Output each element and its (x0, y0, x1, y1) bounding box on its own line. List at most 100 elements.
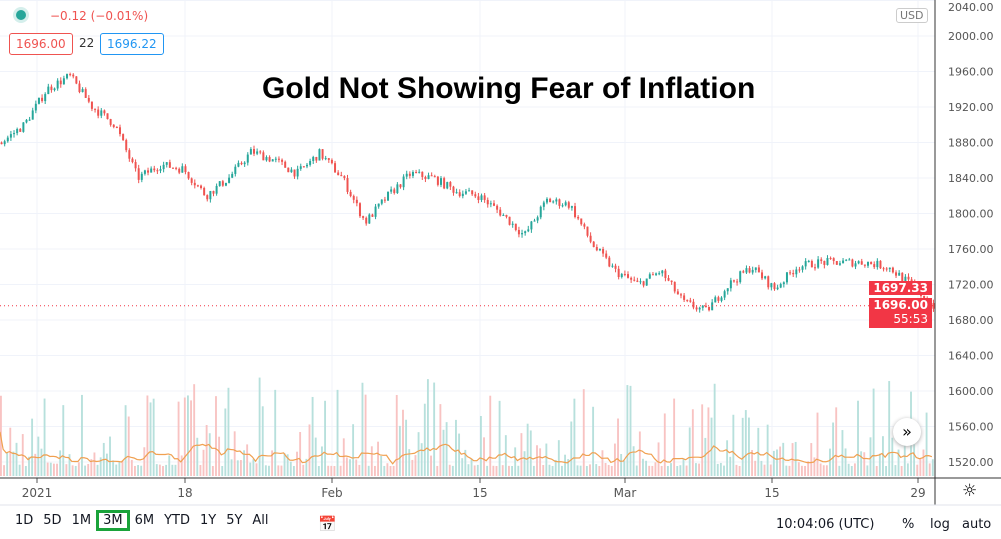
candle-body (277, 158, 280, 160)
volume-bar (813, 457, 816, 476)
candle-body (820, 259, 823, 261)
volume-bar (62, 405, 65, 476)
volume-bar (763, 464, 766, 476)
volume-bar (364, 394, 367, 476)
settings-gear-icon[interactable]: ☼ (962, 481, 978, 501)
volume-bar (227, 387, 230, 476)
candle-body (499, 209, 502, 216)
candle-body (299, 166, 302, 169)
candle-body (221, 181, 224, 186)
volume-bar (810, 443, 813, 476)
volume-bar (928, 463, 931, 476)
volume-bar (339, 465, 342, 476)
volume-bar (467, 464, 470, 476)
volume-bar (501, 465, 504, 476)
ask-button[interactable]: 1696.22 (100, 33, 164, 55)
candle-body (723, 291, 726, 298)
percent-toggle[interactable]: % (902, 517, 915, 532)
volume-bar (601, 450, 604, 476)
volume-bar (847, 463, 850, 476)
range-button-3m[interactable]: 3M (96, 510, 130, 531)
currency-label[interactable]: USD (896, 8, 928, 23)
volume-bar (567, 459, 570, 476)
range-button-6m[interactable]: 6M (134, 513, 155, 528)
candle-body (305, 164, 308, 167)
candle-body (115, 126, 118, 128)
candle-body (59, 80, 62, 85)
candle-body (873, 264, 876, 268)
y-tick-label: 2000.00 (948, 30, 994, 43)
candle-body (474, 194, 477, 197)
bid-button[interactable]: 1696.00 (9, 33, 73, 55)
candle-body (605, 253, 608, 258)
volume-bar (819, 463, 822, 476)
candle-body (792, 273, 795, 275)
candle-body (374, 206, 377, 217)
x-tick-label: 2021 (22, 486, 53, 500)
volume-bar (115, 464, 118, 476)
log-toggle[interactable]: log (930, 517, 950, 532)
candle-body (240, 162, 243, 165)
date-range-calendar-icon[interactable]: 📅 (318, 515, 337, 533)
range-button-1m[interactable]: 1M (71, 513, 92, 528)
volume-bar (392, 465, 395, 476)
candle-body (193, 182, 196, 186)
x-tick-label: Mar (614, 486, 637, 500)
candle-body (496, 205, 499, 210)
volume-bar (919, 458, 922, 476)
candle-body (393, 189, 396, 194)
candle-body (736, 281, 739, 283)
y-tick-label: 1800.00 (948, 208, 994, 221)
volume-bar (523, 451, 526, 476)
candle-body (69, 74, 72, 76)
candle-body (324, 158, 327, 160)
range-button-1y[interactable]: 1Y (199, 513, 217, 528)
scroll-right-button[interactable]: » (893, 418, 921, 446)
candle-body (0, 142, 3, 145)
range-button-5d[interactable]: 5D (43, 513, 62, 528)
candle-body (271, 159, 274, 162)
candle-body (664, 270, 667, 279)
range-button-5y[interactable]: 5Y (226, 513, 243, 528)
volume-bar (735, 464, 738, 476)
volume-bar (629, 385, 632, 476)
candle-body (486, 199, 489, 205)
volume-bar (426, 379, 429, 476)
candle-body (539, 206, 542, 218)
volume-bar (112, 460, 115, 476)
candle-body (13, 133, 16, 135)
y-tick-label: 1600.00 (948, 385, 994, 398)
volume-bar (199, 465, 202, 476)
candle-body (184, 166, 187, 173)
candle-body (415, 171, 418, 173)
range-button-1d[interactable]: 1D (15, 513, 34, 528)
range-button-ytd[interactable]: YTD (164, 513, 190, 528)
volume-bar (442, 429, 445, 476)
volume-bar (171, 464, 174, 476)
candle-body (823, 260, 826, 265)
candle-body (517, 229, 520, 235)
candle-body (704, 305, 707, 308)
candle-body (9, 134, 12, 138)
candle-body (131, 158, 134, 163)
candle-body (408, 173, 411, 176)
range-button-all[interactable]: All (252, 513, 269, 528)
candle-body (536, 217, 539, 221)
candle-body (50, 86, 53, 91)
volume-bar (202, 449, 205, 476)
candle-body (835, 261, 838, 265)
y-tick-label: 1560.00 (948, 421, 994, 434)
volume-bar (302, 464, 305, 476)
candle-body (904, 276, 907, 282)
volume-bar (420, 443, 423, 476)
volume-bar (208, 433, 211, 476)
volume-bar (261, 406, 264, 476)
candle-body (511, 223, 514, 225)
candle-body (807, 260, 810, 262)
volume-bar (701, 404, 704, 476)
candle-body (41, 97, 44, 102)
auto-toggle[interactable]: auto (962, 517, 992, 532)
volume-bar (143, 447, 146, 476)
candle-body (782, 282, 785, 285)
